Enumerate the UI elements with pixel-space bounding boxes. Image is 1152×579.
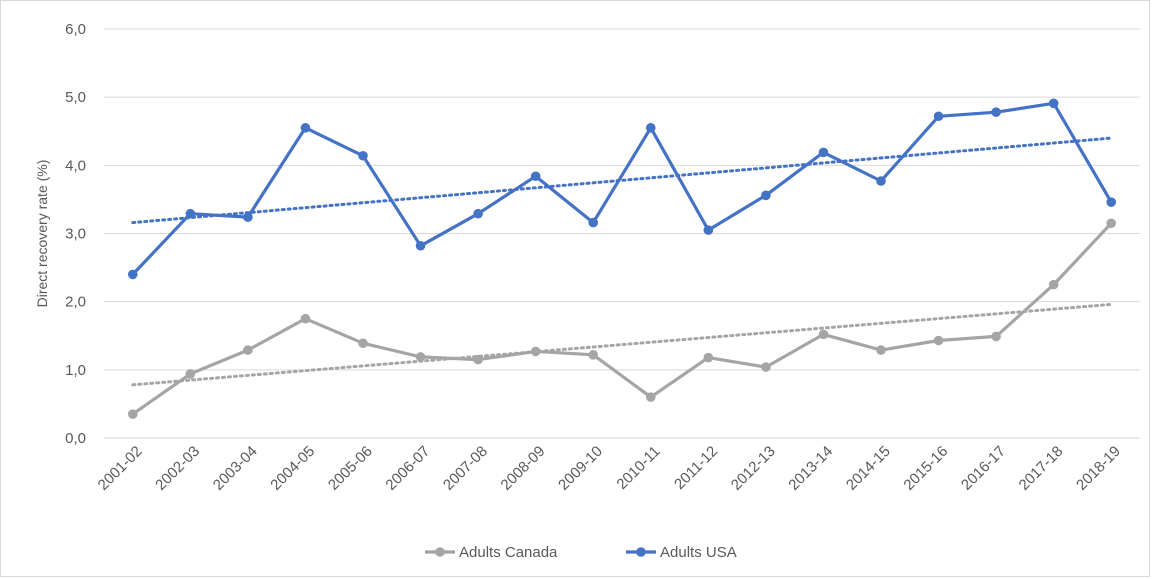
data-point-adults-usa <box>645 123 656 133</box>
data-point-adults-usa <box>1048 98 1059 109</box>
trendline-adults-canada <box>131 302 1113 387</box>
data-point-adults-canada <box>530 346 541 357</box>
y-axis-title: Direct recovery rate (%) <box>34 160 50 308</box>
series-lines <box>131 101 1113 416</box>
data-point-adults-canada <box>127 409 138 419</box>
x-tick-label: 2011-12 <box>671 443 721 493</box>
data-point-adults-usa <box>473 208 483 219</box>
legend-marker-adults-usa <box>636 547 646 557</box>
data-point-adults-canada <box>588 350 599 360</box>
x-tick-label: 2004-05 <box>267 443 318 494</box>
data-point-adults-canada <box>185 369 196 379</box>
data-point-adults-usa <box>703 225 714 235</box>
data-point-adults-usa <box>185 208 196 219</box>
x-tick-label: 2013-14 <box>785 443 836 494</box>
data-point-adults-canada <box>243 345 253 355</box>
data-point-adults-canada <box>645 392 656 402</box>
series-points <box>127 98 1117 419</box>
data-point-adults-canada <box>991 331 1001 342</box>
gridlines <box>104 28 1140 439</box>
data-point-adults-usa <box>1106 197 1117 207</box>
y-tick-label: 4,0 <box>65 157 86 174</box>
x-tick-label: 2017-18 <box>1016 443 1067 494</box>
data-point-adults-usa <box>358 150 368 161</box>
data-point-adults-canada <box>358 338 368 349</box>
series-line-adults-usa <box>131 101 1113 276</box>
data-point-adults-usa <box>243 212 253 222</box>
data-point-adults-usa <box>415 240 426 251</box>
x-tick-label: 2005-06 <box>325 443 376 494</box>
x-tick-label: 2003-04 <box>210 443 261 494</box>
x-tick-label: 2006-07 <box>382 443 433 494</box>
data-point-adults-canada <box>761 362 771 372</box>
x-tick-label: 2008-09 <box>498 443 549 494</box>
x-tick-labels: 2001-02 2002-03 2003-04 2004-05 2005-06 2006-… <box>95 443 1124 494</box>
y-tick-label: 5,0 <box>65 89 86 106</box>
data-point-adults-canada <box>1048 279 1059 290</box>
x-tick-label: 2012-13 <box>728 443 779 494</box>
x-tick-label: 2010-11 <box>613 443 663 493</box>
data-point-adults-usa <box>761 190 771 201</box>
data-point-adults-canada <box>300 313 311 324</box>
data-point-adults-usa <box>818 147 829 158</box>
legend-label-adults-canada: Adults Canada <box>459 544 558 561</box>
data-point-adults-canada <box>818 329 829 340</box>
x-tick-label: 2009-10 <box>555 443 606 494</box>
y-tick-label: 6,0 <box>65 21 86 38</box>
y-tick-label: 3,0 <box>65 226 86 243</box>
y-tick-label: 1,0 <box>65 362 86 379</box>
data-point-adults-usa <box>127 269 138 280</box>
series-line-adults-canada <box>131 222 1113 416</box>
data-point-adults-usa <box>530 171 541 182</box>
legend-label-adults-usa: Adults USA <box>660 544 737 561</box>
legend: Adults Canada Adults USA <box>425 544 737 561</box>
x-tick-label: 2018-19 <box>1073 443 1124 494</box>
data-point-adults-usa <box>933 111 944 122</box>
trendline-adults-usa <box>131 136 1113 225</box>
trendlines <box>131 136 1113 387</box>
y-tick-labels: 0,0 1,0 2,0 3,0 4,0 5,0 6,0 <box>65 21 86 447</box>
x-tick-label: 2001-02 <box>95 443 146 494</box>
x-tick-label: 2014-15 <box>843 443 894 494</box>
y-tick-label: 2,0 <box>65 294 86 311</box>
data-point-adults-canada <box>703 352 714 363</box>
y-tick-label: 0,0 <box>65 430 86 447</box>
x-tick-label: 2016-17 <box>958 443 1009 494</box>
legend-marker-adults-canada <box>435 547 445 557</box>
x-tick-label: 2002-03 <box>152 443 203 494</box>
data-point-adults-usa <box>588 217 599 228</box>
data-point-adults-usa <box>300 123 311 133</box>
data-point-adults-usa <box>991 107 1001 117</box>
x-tick-label: 2007-08 <box>440 443 491 494</box>
data-point-adults-canada <box>1106 218 1117 229</box>
data-point-adults-canada <box>933 335 944 346</box>
x-tick-label: 2015-16 <box>900 443 951 494</box>
data-point-adults-canada <box>473 354 483 365</box>
data-point-adults-canada <box>876 345 886 355</box>
data-point-adults-usa <box>876 176 886 186</box>
data-point-adults-canada <box>415 352 426 362</box>
